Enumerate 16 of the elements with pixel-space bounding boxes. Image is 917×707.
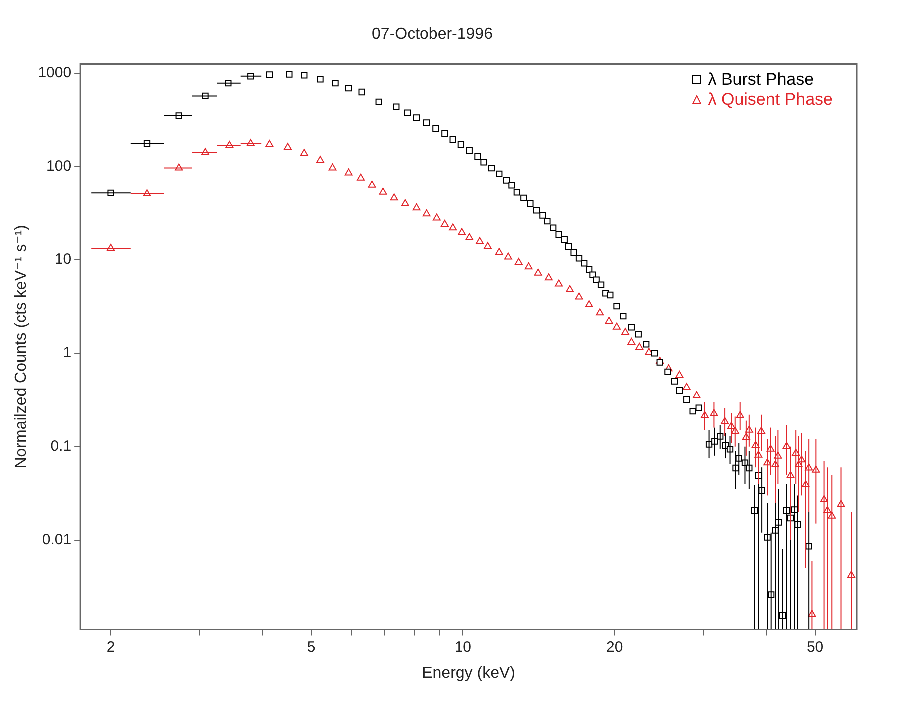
chart-title: 07-October-1996 xyxy=(372,26,494,44)
y-tick-label: 1 xyxy=(63,344,72,362)
x-tick-label: 50 xyxy=(806,638,824,656)
x-axis-title: Energy (keV) xyxy=(422,664,516,682)
y-tick-label: 0.1 xyxy=(50,438,72,455)
x-tick-label: 2 xyxy=(106,638,116,656)
y-tick-label: 1000 xyxy=(38,64,72,82)
y-tick-label: 100 xyxy=(46,158,72,175)
x-tick-label: 10 xyxy=(454,638,472,656)
legend-label: λ Quisent Phase xyxy=(708,90,833,110)
y-tick-label: 0.01 xyxy=(42,531,72,548)
y-tick-label: 10 xyxy=(54,251,72,268)
x-tick-label: 5 xyxy=(307,638,316,656)
y-axis-title: Normailzed Counts (cts keV⁻¹ s⁻¹) xyxy=(13,225,30,469)
legend-label: λ Burst Phase xyxy=(708,70,814,90)
x-tick-label: 20 xyxy=(606,638,624,656)
